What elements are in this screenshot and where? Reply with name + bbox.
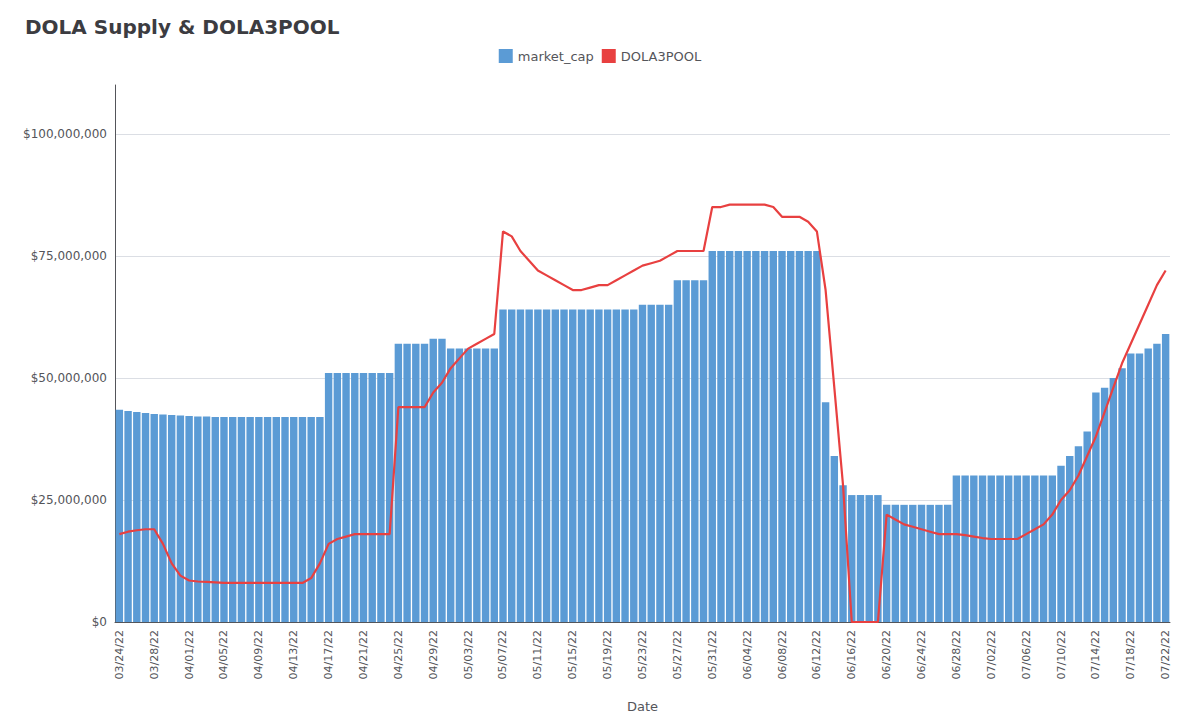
svg-text:06/16/22: 06/16/22 [845,630,858,679]
svg-text:04/29/22: 04/29/22 [427,630,440,679]
svg-text:06/12/22: 06/12/22 [810,630,823,679]
svg-text:07/02/22: 07/02/22 [985,630,998,679]
svg-text:05/27/22: 05/27/22 [671,630,684,679]
svg-text:07/14/22: 07/14/22 [1089,630,1102,679]
svg-text:07/06/22: 07/06/22 [1020,630,1033,679]
svg-text:03/24/22: 03/24/22 [113,630,126,679]
svg-text:06/24/22: 06/24/22 [915,630,928,679]
svg-text:$100,000,000: $100,000,000 [23,127,107,141]
svg-text:04/13/22: 04/13/22 [287,630,300,679]
svg-text:05/07/22: 05/07/22 [496,630,509,679]
svg-text:07/22/22: 07/22/22 [1159,630,1172,679]
svg-text:06/28/22: 06/28/22 [950,630,963,679]
svg-text:04/05/22: 04/05/22 [217,630,230,679]
svg-text:05/11/22: 05/11/22 [531,630,544,679]
svg-text:$50,000,000: $50,000,000 [31,371,107,385]
svg-text:05/03/22: 05/03/22 [462,630,475,679]
svg-text:04/09/22: 04/09/22 [252,630,265,679]
svg-text:$0: $0 [92,615,107,629]
svg-text:05/19/22: 05/19/22 [601,630,614,679]
svg-text:07/18/22: 07/18/22 [1124,630,1137,679]
svg-text:03/28/22: 03/28/22 [148,630,161,679]
svg-text:$75,000,000: $75,000,000 [31,249,107,263]
svg-text:04/17/22: 04/17/22 [322,630,335,679]
svg-text:04/25/22: 04/25/22 [392,630,405,679]
svg-text:market_cap: market_cap [518,49,594,64]
svg-text:$25,000,000: $25,000,000 [31,493,107,507]
svg-text:07/10/22: 07/10/22 [1055,630,1068,679]
svg-text:04/21/22: 04/21/22 [357,630,370,679]
svg-text:05/31/22: 05/31/22 [706,630,719,679]
svg-text:Date: Date [627,699,658,714]
svg-text:04/01/22: 04/01/22 [183,630,196,679]
svg-text:05/15/22: 05/15/22 [566,630,579,679]
svg-text:06/20/22: 06/20/22 [880,630,893,679]
svg-text:DOLA3POOL: DOLA3POOL [621,49,702,64]
svg-text:06/04/22: 06/04/22 [741,630,754,679]
svg-text:05/23/22: 05/23/22 [636,630,649,679]
svg-text:06/08/22: 06/08/22 [776,630,789,679]
svg-text:DOLA Supply & DOLA3POOL: DOLA Supply & DOLA3POOL [25,15,340,39]
